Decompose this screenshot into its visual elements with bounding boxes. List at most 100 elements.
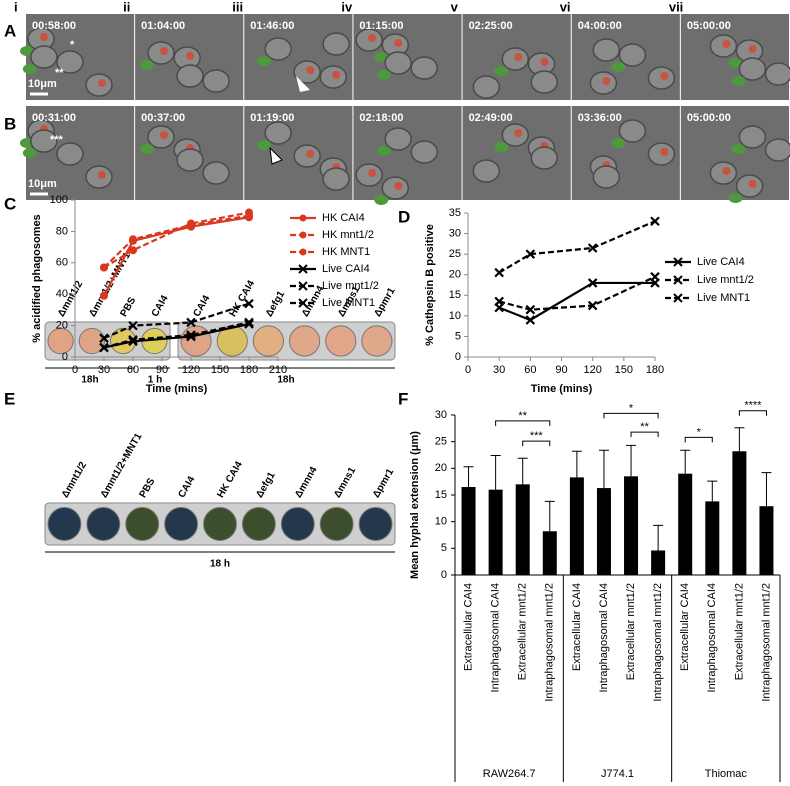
x-tick-label: Extracellular mnt1/2 bbox=[517, 583, 529, 680]
column-label: ii bbox=[123, 0, 130, 14]
marker bbox=[244, 317, 254, 328]
fluorescence bbox=[394, 182, 403, 190]
series-line bbox=[498, 220, 656, 274]
fluorescence bbox=[40, 33, 48, 41]
significance-label: **** bbox=[744, 400, 762, 412]
y-tick-label: 30 bbox=[435, 409, 447, 421]
fluorescence bbox=[332, 71, 341, 79]
annotation-mark: * bbox=[70, 39, 75, 51]
marker bbox=[525, 249, 536, 259]
x-tick-label: 90 bbox=[555, 364, 567, 376]
fungus bbox=[377, 146, 392, 156]
panel-label: E bbox=[4, 389, 15, 408]
marker bbox=[525, 315, 536, 325]
well-label: Δmns1 bbox=[332, 465, 358, 500]
error-bar bbox=[544, 500, 555, 532]
x-tick-label: 60 bbox=[127, 364, 139, 376]
x-tick-label: 150 bbox=[615, 364, 633, 376]
legend-label: HK mnt1/2 bbox=[322, 229, 374, 241]
x-tick-label: 60 bbox=[524, 364, 536, 376]
bar bbox=[705, 501, 720, 575]
cell bbox=[56, 50, 84, 74]
fluorescence bbox=[722, 40, 731, 48]
x-tick-label: Intraphagosomal CAI4 bbox=[598, 583, 610, 692]
x-tick-label: 0 bbox=[72, 364, 78, 376]
time-label: 1 h bbox=[148, 375, 162, 386]
x-tick-label: 120 bbox=[583, 364, 601, 376]
fluorescence bbox=[748, 180, 757, 188]
well bbox=[319, 507, 354, 541]
cell bbox=[202, 69, 230, 93]
legend-label: Live MNT1 bbox=[697, 292, 750, 304]
marker bbox=[100, 263, 108, 272]
x-tick-label: 30 bbox=[493, 364, 505, 376]
x-tick-label: Intraphagosomal mnt1/2 bbox=[544, 583, 556, 702]
marker bbox=[129, 246, 137, 255]
significance-label: ** bbox=[518, 410, 527, 422]
timestamp: 00:37:00 bbox=[141, 112, 185, 124]
fluorescence bbox=[602, 77, 611, 85]
cell bbox=[202, 161, 230, 185]
fungus bbox=[377, 70, 392, 80]
fluorescence bbox=[748, 45, 757, 53]
error-bar bbox=[598, 449, 609, 489]
y-tick-label: 25 bbox=[435, 436, 447, 448]
significance-bracket bbox=[738, 410, 767, 416]
well bbox=[203, 507, 237, 541]
error-bar bbox=[734, 427, 745, 452]
cell bbox=[384, 51, 412, 75]
bar bbox=[542, 531, 557, 575]
bar bbox=[759, 506, 774, 575]
y-tick-label: 5 bbox=[441, 542, 447, 554]
series-line bbox=[103, 302, 250, 340]
well-label: CAI4 bbox=[150, 293, 171, 319]
cell bbox=[530, 70, 559, 94]
legend-marker bbox=[299, 231, 307, 239]
timestamp: 01:04:00 bbox=[141, 20, 185, 32]
marker bbox=[650, 271, 660, 282]
y-axis-label: % acidified phagosomes bbox=[31, 214, 43, 342]
y-tick-label: 60 bbox=[56, 257, 68, 269]
legend-marker bbox=[298, 264, 308, 274]
y-tick-label: 30 bbox=[449, 227, 461, 239]
series-line bbox=[103, 216, 250, 297]
marker bbox=[650, 216, 660, 227]
x-tick-label: 210 bbox=[269, 364, 287, 376]
cell bbox=[618, 43, 647, 67]
error-bar bbox=[517, 457, 528, 485]
significance-label: * bbox=[629, 402, 634, 414]
fungus bbox=[257, 56, 272, 66]
fluorescence bbox=[660, 72, 669, 80]
y-tick-label: 15 bbox=[435, 489, 447, 501]
column-label: vi bbox=[560, 0, 571, 14]
well-label: Δmnt1/2+MNT1 bbox=[99, 431, 145, 500]
well bbox=[325, 325, 357, 357]
timestamp: 01:46:00 bbox=[250, 20, 294, 32]
fungus bbox=[20, 46, 34, 56]
fungus bbox=[731, 144, 746, 154]
cell bbox=[592, 38, 621, 62]
fluorescence bbox=[722, 167, 731, 175]
well-label: Δpmr1 bbox=[371, 467, 397, 500]
fluorescence bbox=[98, 171, 106, 179]
legend-label: Live MNT1 bbox=[322, 297, 375, 309]
scale-label: 10μm bbox=[28, 178, 57, 190]
y-tick-label: 20 bbox=[56, 320, 68, 332]
cell bbox=[30, 45, 58, 69]
well bbox=[86, 507, 121, 541]
legend-marker bbox=[673, 257, 683, 267]
time-label: 18h bbox=[81, 375, 98, 386]
timestamp: 01:15:00 bbox=[359, 20, 403, 32]
series-line bbox=[498, 281, 655, 322]
series-line bbox=[103, 321, 250, 349]
y-tick-label: 40 bbox=[56, 288, 68, 300]
legend-marker bbox=[299, 248, 307, 256]
well-label: CAI4 bbox=[176, 474, 197, 500]
marker bbox=[99, 342, 109, 353]
well-label: HK CAI4 bbox=[228, 278, 258, 319]
y-tick-label: 100 bbox=[50, 194, 68, 206]
fungus bbox=[22, 148, 37, 158]
marker bbox=[587, 278, 598, 288]
y-axis-label: Mean hyphal extension (μm) bbox=[409, 431, 421, 579]
fungus bbox=[374, 195, 389, 205]
